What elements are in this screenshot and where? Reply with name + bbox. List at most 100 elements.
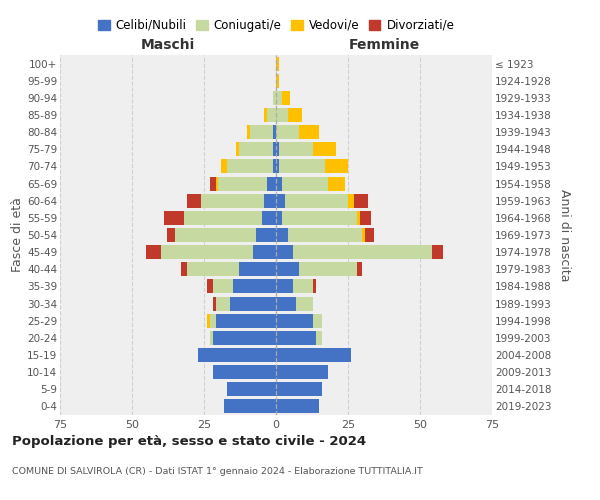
Bar (210, 331, 212, 345)
Bar (276, 382, 322, 396)
Bar (276, 211, 282, 225)
Bar (207, 314, 210, 328)
Bar (313, 280, 316, 293)
Bar (365, 228, 374, 242)
Bar (276, 228, 287, 242)
Bar (236, 142, 239, 156)
Bar (431, 245, 443, 259)
Bar (273, 160, 276, 173)
Bar (239, 142, 273, 156)
Bar (221, 160, 227, 173)
Bar (279, 142, 313, 156)
Bar (164, 211, 184, 225)
Bar (284, 194, 348, 207)
Bar (273, 91, 276, 105)
Bar (356, 211, 359, 225)
Bar (212, 296, 215, 310)
Bar (268, 108, 276, 122)
Bar (299, 262, 356, 276)
Bar (276, 262, 299, 276)
Bar (227, 382, 276, 396)
Text: Popolazione per età, sesso e stato civile - 2024: Popolazione per età, sesso e stato civil… (12, 435, 366, 448)
Bar (276, 125, 299, 139)
Bar (262, 211, 276, 225)
Bar (146, 245, 161, 259)
Bar (354, 194, 368, 207)
Bar (233, 280, 276, 293)
Legend: Celibi/Nubili, Coniugati/e, Vedovi/e, Divorziati/e: Celibi/Nubili, Coniugati/e, Vedovi/e, Di… (93, 14, 459, 36)
Bar (181, 262, 187, 276)
Bar (230, 296, 276, 310)
Bar (212, 331, 276, 345)
Bar (276, 348, 351, 362)
Bar (175, 228, 256, 242)
Bar (325, 160, 348, 173)
Bar (293, 245, 431, 259)
Bar (313, 142, 337, 156)
Bar (276, 142, 279, 156)
Text: Maschi: Maschi (141, 38, 195, 52)
Bar (184, 211, 262, 225)
Bar (287, 228, 362, 242)
Bar (215, 176, 218, 190)
Bar (276, 296, 296, 310)
Bar (276, 176, 282, 190)
Bar (276, 91, 282, 105)
Bar (253, 245, 276, 259)
Bar (282, 91, 290, 105)
Bar (250, 125, 273, 139)
Bar (282, 211, 356, 225)
Bar (201, 194, 265, 207)
Y-axis label: Anni di nascita: Anni di nascita (559, 188, 571, 281)
Bar (224, 400, 276, 413)
Bar (212, 365, 276, 379)
Bar (212, 280, 233, 293)
Bar (328, 176, 345, 190)
Bar (276, 245, 293, 259)
Bar (276, 365, 328, 379)
Bar (265, 108, 268, 122)
Bar (218, 176, 268, 190)
Bar (293, 280, 313, 293)
Bar (210, 314, 215, 328)
Bar (198, 348, 276, 362)
Bar (348, 194, 354, 207)
Bar (207, 280, 212, 293)
Bar (256, 228, 276, 242)
Bar (276, 160, 279, 173)
Bar (362, 228, 365, 242)
Bar (215, 296, 230, 310)
Text: COMUNE DI SALVIROLA (CR) - Dati ISTAT 1° gennaio 2024 - Elaborazione TUTTITALIA.: COMUNE DI SALVIROLA (CR) - Dati ISTAT 1°… (12, 468, 423, 476)
Bar (359, 211, 371, 225)
Bar (276, 74, 279, 88)
Bar (268, 176, 276, 190)
Bar (273, 125, 276, 139)
Bar (187, 262, 239, 276)
Y-axis label: Fasce di età: Fasce di età (11, 198, 24, 272)
Bar (273, 142, 276, 156)
Bar (215, 314, 276, 328)
Bar (276, 280, 293, 293)
Bar (187, 194, 201, 207)
Bar (299, 125, 319, 139)
Bar (279, 160, 325, 173)
Bar (227, 160, 273, 173)
Bar (276, 314, 313, 328)
Bar (282, 176, 328, 190)
Bar (276, 56, 279, 70)
Bar (276, 400, 319, 413)
Bar (276, 108, 287, 122)
Bar (296, 296, 313, 310)
Bar (313, 314, 322, 328)
Bar (161, 245, 253, 259)
Bar (316, 331, 322, 345)
Bar (210, 176, 215, 190)
Bar (287, 108, 302, 122)
Bar (247, 125, 250, 139)
Bar (239, 262, 276, 276)
Bar (167, 228, 175, 242)
Bar (356, 262, 362, 276)
Bar (276, 331, 316, 345)
Bar (265, 194, 276, 207)
Text: Femmine: Femmine (349, 38, 419, 52)
